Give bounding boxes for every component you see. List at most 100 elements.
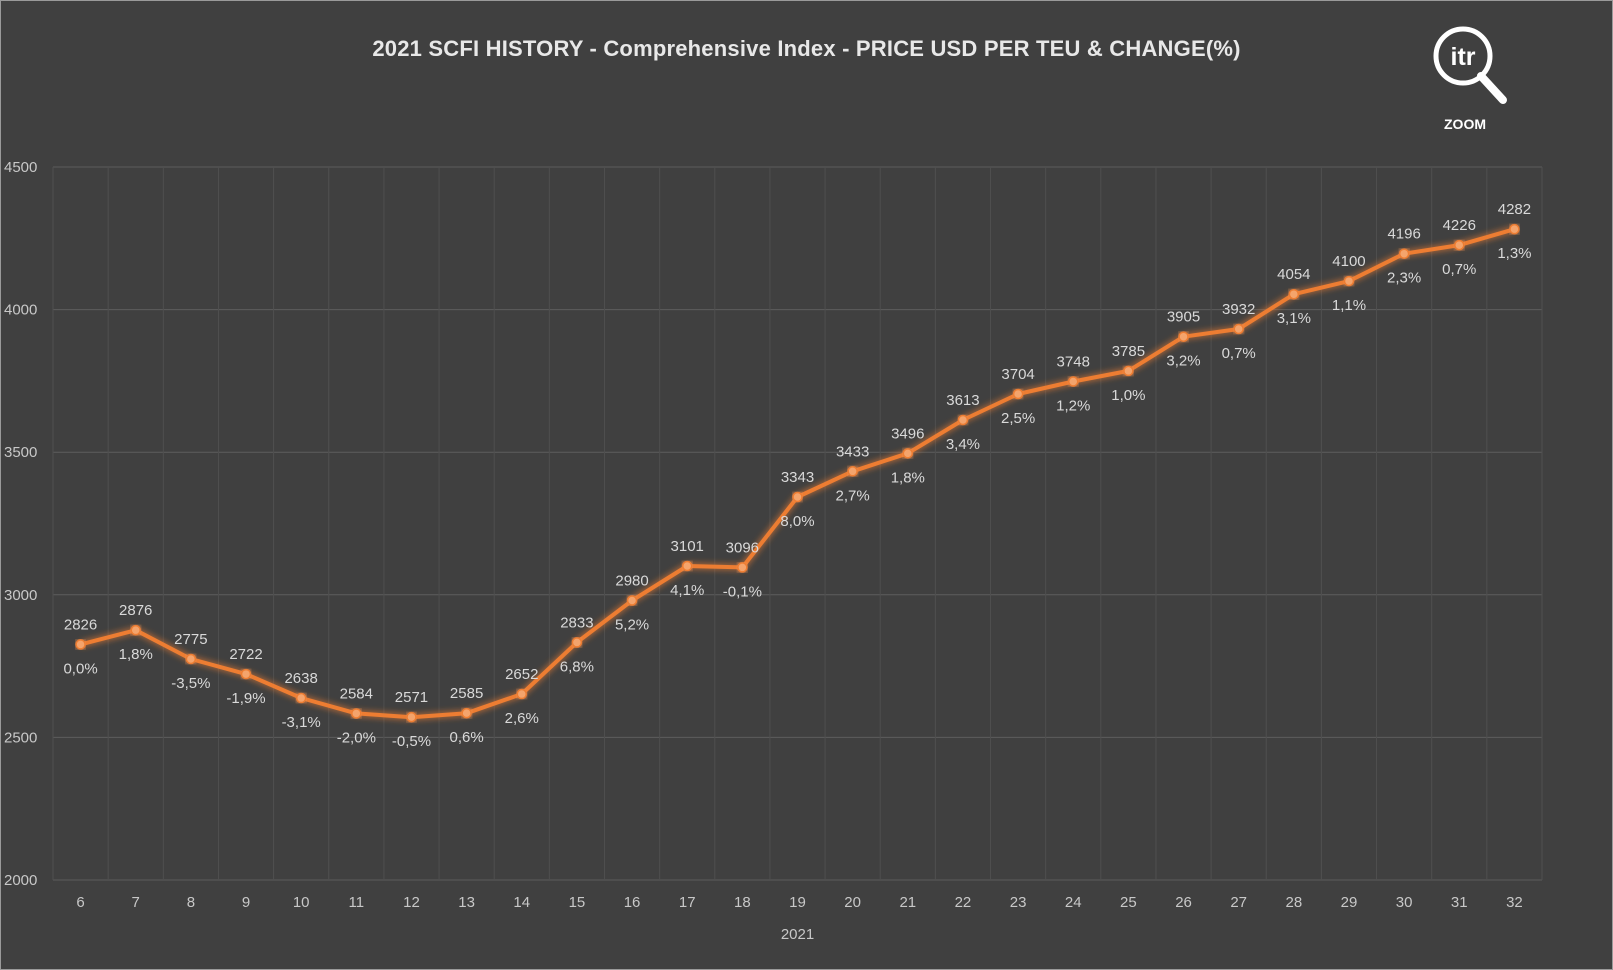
- data-point: [626, 595, 638, 606]
- change-label: 0,7%: [1222, 345, 1256, 362]
- x-tick-label: 29: [1341, 894, 1358, 911]
- data-point: [847, 466, 858, 477]
- x-tick-label: 19: [789, 894, 806, 911]
- data-point: [75, 639, 86, 650]
- data-point: [1123, 365, 1134, 377]
- change-label: 3,2%: [1166, 353, 1200, 370]
- change-label: 1,2%: [1056, 397, 1090, 414]
- data-point: [1398, 248, 1410, 259]
- data-point: [1012, 388, 1024, 400]
- data-point: [957, 414, 969, 426]
- change-label: 2,6%: [505, 710, 539, 727]
- value-label: 2571: [395, 689, 428, 706]
- x-tick-label: 22: [955, 894, 972, 911]
- change-label: 4,1%: [670, 582, 704, 599]
- value-label: 2722: [229, 646, 262, 663]
- data-point: [902, 448, 914, 459]
- change-label: -3,1%: [282, 714, 321, 731]
- change-label: 1,3%: [1497, 245, 1531, 262]
- data-point: [516, 688, 528, 700]
- change-label: 1,0%: [1111, 387, 1145, 404]
- x-tick-label: 12: [403, 894, 420, 911]
- change-label: -3,5%: [171, 675, 210, 692]
- grid: [52, 166, 1543, 881]
- data-point: [1454, 239, 1465, 251]
- magnifier-icon: itr: [1433, 26, 1507, 104]
- change-label: 0,0%: [63, 660, 97, 677]
- x-tick-label: 10: [293, 894, 310, 911]
- x-tick-label: 9: [242, 894, 250, 911]
- value-label: 2833: [560, 614, 593, 631]
- logo-caption: ZOOM: [1444, 116, 1486, 132]
- x-axis: 6 7 8 9 10 11 12 13 14 15 16 17 18 19 20 21 22 23 24 25 26 27…: [76, 894, 1522, 911]
- value-label: 2980: [615, 573, 648, 590]
- x-tick-label: 25: [1120, 894, 1137, 911]
- value-label: 2876: [119, 602, 152, 619]
- x-tick-label: 17: [679, 894, 696, 911]
- value-label: 4100: [1332, 253, 1365, 270]
- value-label: 3343: [781, 469, 814, 486]
- data-point: [1343, 275, 1355, 287]
- y-tick-label: 3500: [4, 444, 37, 461]
- data-point: [737, 562, 748, 573]
- x-tick-label: 6: [76, 894, 84, 911]
- value-label: 3905: [1167, 309, 1200, 326]
- x-tick-label: 15: [569, 894, 586, 911]
- value-label: 2652: [505, 666, 538, 683]
- value-label: 2826: [64, 616, 97, 633]
- x-tick-label: 31: [1451, 894, 1468, 911]
- change-label: -0,1%: [723, 583, 762, 600]
- x-tick-label: 16: [624, 894, 641, 911]
- change-label: 0,6%: [450, 729, 484, 746]
- x-tick-label: 18: [734, 894, 751, 911]
- change-label: 5,2%: [615, 617, 649, 634]
- data-labels: 2826 0,0% 2876 1,8% 2775 -3,5% 2722 -1,9% 2638 -3…: [63, 201, 1531, 750]
- value-label: 2584: [340, 685, 373, 702]
- change-label: -1,9%: [226, 690, 265, 707]
- change-label: -0,5%: [392, 733, 431, 750]
- data-point: [351, 708, 362, 719]
- change-label: -2,0%: [337, 729, 376, 746]
- y-tick-label: 4000: [4, 302, 37, 319]
- x-axis-label: 2021: [781, 926, 814, 943]
- change-label: 2,5%: [1001, 410, 1035, 427]
- value-label: 2585: [450, 685, 483, 702]
- data-point: [461, 707, 472, 719]
- series-line: [75, 223, 1520, 723]
- change-label: 0,7%: [1442, 261, 1476, 278]
- value-label: 2638: [284, 670, 317, 687]
- value-label: 3613: [946, 392, 979, 409]
- value-label: 3932: [1222, 301, 1255, 318]
- value-label: 2775: [174, 631, 207, 648]
- change-label: 6,8%: [560, 658, 594, 675]
- data-point: [240, 668, 252, 680]
- data-point: [1509, 223, 1520, 235]
- value-label: 3748: [1057, 353, 1090, 370]
- value-label: 3704: [1001, 366, 1034, 383]
- change-label: 3,1%: [1277, 310, 1311, 327]
- data-point: [185, 653, 197, 665]
- change-label: 1,8%: [119, 646, 153, 663]
- value-label: 3096: [726, 539, 759, 556]
- data-point: [792, 491, 803, 503]
- value-label: 4196: [1387, 226, 1420, 243]
- data-point: [571, 637, 583, 648]
- data-point: [1178, 331, 1189, 342]
- x-tick-label: 13: [458, 894, 475, 911]
- data-point: [1067, 376, 1079, 387]
- x-tick-label: 24: [1065, 894, 1082, 911]
- change-label: 2,7%: [836, 487, 870, 504]
- x-tick-label: 21: [899, 894, 916, 911]
- data-point: [1288, 288, 1300, 300]
- value-label: 3101: [671, 538, 704, 555]
- data-point: [681, 560, 693, 572]
- change-label: 1,8%: [891, 469, 925, 486]
- x-tick-label: 30: [1396, 894, 1413, 911]
- x-tick-label: 32: [1506, 894, 1523, 911]
- x-tick-label: 28: [1285, 894, 1302, 911]
- value-label: 3785: [1112, 343, 1145, 360]
- y-tick-label: 2500: [4, 729, 37, 746]
- x-tick-label: 7: [132, 894, 140, 911]
- data-point: [1233, 323, 1244, 335]
